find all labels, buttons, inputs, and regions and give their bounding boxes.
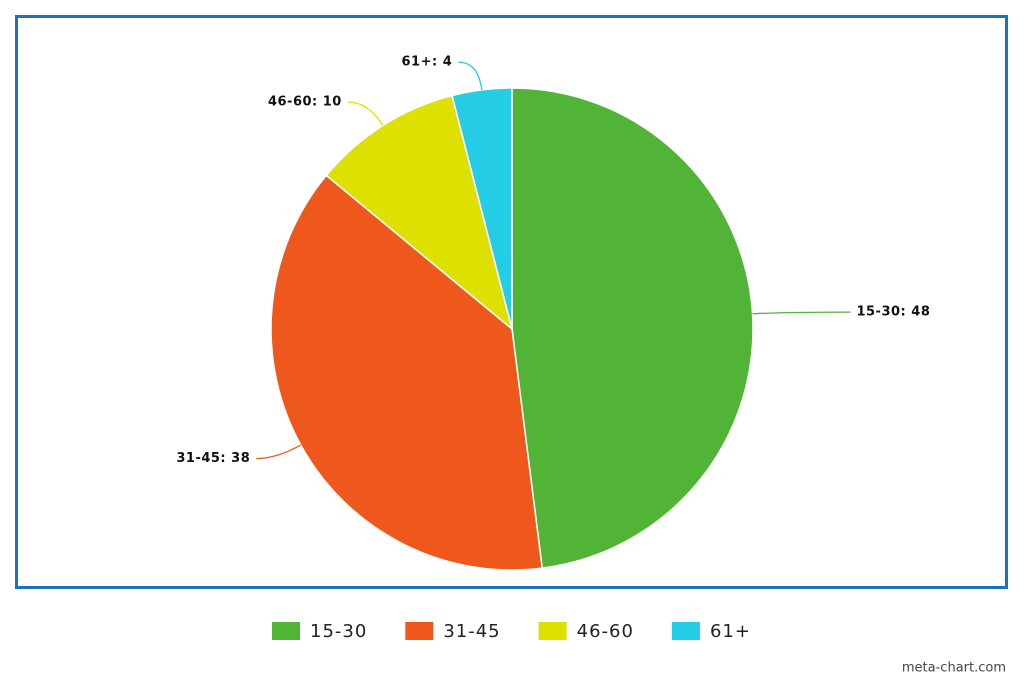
data-label: 15-30: 48 — [856, 305, 930, 320]
pie-slice — [511, 87, 754, 569]
leader-line — [347, 101, 384, 126]
legend-label: 15-30 — [310, 621, 367, 642]
watermark: meta-chart.com — [902, 661, 1006, 676]
leader-line — [752, 311, 851, 315]
data-label: 31-45: 38 — [176, 451, 250, 466]
data-label: 46-60: 10 — [268, 94, 342, 109]
pie-slice — [270, 174, 544, 571]
pie-slice — [451, 87, 513, 330]
legend-swatch — [272, 622, 300, 640]
legend-label: 46-60 — [577, 621, 634, 642]
legend-swatch — [671, 622, 700, 640]
legend-swatch — [538, 622, 567, 640]
data-label: 61+: 4 — [402, 55, 453, 70]
leader-line — [458, 61, 483, 90]
legend-label: 61+ — [710, 621, 751, 642]
leader-line — [256, 444, 302, 460]
legend-label: 31-45 — [443, 621, 500, 642]
legend-swatch — [405, 622, 434, 640]
